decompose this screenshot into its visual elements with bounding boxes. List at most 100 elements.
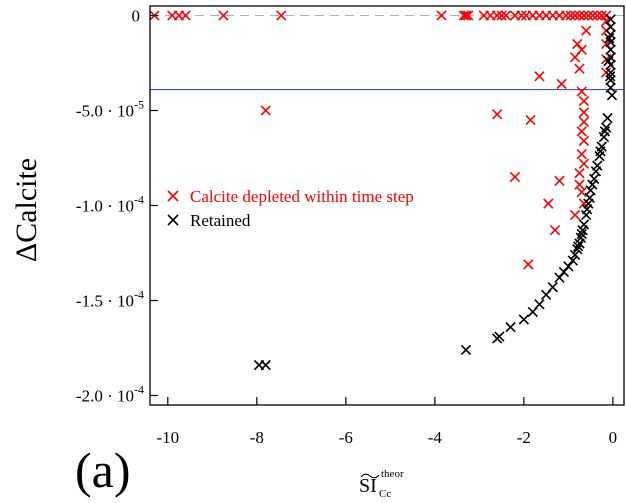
y-tick-label: -1.0 · 10-4: [76, 193, 144, 216]
y-axis-title: ΔCalcite: [10, 158, 43, 262]
y-tick-label: -5.0 · 10-5: [76, 98, 144, 121]
data-point: [565, 10, 576, 21]
data-point: [576, 228, 587, 240]
data-point: [460, 344, 472, 356]
data-point: [605, 14, 616, 25]
data-point: [463, 10, 474, 21]
data-point: [595, 146, 606, 157]
data-point: [509, 171, 521, 183]
series-retained: [253, 14, 618, 371]
data-point: [460, 10, 472, 21]
svg-text:theor: theor: [381, 468, 404, 480]
data-point: [567, 255, 578, 266]
data-point: [603, 55, 614, 67]
data-point: [605, 74, 616, 86]
data-point: [596, 10, 607, 21]
data-point: [581, 25, 592, 36]
data-point: [605, 67, 616, 78]
data-point: [523, 259, 534, 270]
data-point: [590, 166, 602, 177]
x-tick-label: -8: [250, 428, 264, 447]
x-tick-label: -4: [428, 428, 443, 447]
data-point: [574, 63, 585, 74]
panel-label: (a): [75, 442, 131, 498]
data-point: [260, 359, 271, 371]
data-point: [560, 10, 572, 21]
data-point: [606, 90, 618, 101]
data-point: [576, 126, 587, 137]
series-depleted: [149, 10, 612, 270]
data-point: [558, 266, 570, 278]
data-point: [218, 10, 229, 21]
y-tick-label: -1.5 · 10-4: [76, 288, 144, 311]
data-point: [583, 10, 594, 21]
data-point: [605, 44, 616, 55]
data-point: [592, 10, 603, 21]
data-point: [569, 249, 581, 261]
data-point: [576, 86, 587, 97]
data-point: [569, 10, 581, 21]
x-tick-label: 0: [609, 428, 618, 447]
data-point: [527, 306, 538, 318]
data-point: [575, 232, 586, 243]
legend-marker-retained: [167, 214, 179, 226]
tilde-accent: [360, 473, 380, 479]
data-point: [605, 71, 616, 82]
data-point: [577, 225, 588, 236]
data-point: [602, 112, 613, 124]
plot-area: [149, 5, 625, 406]
data-point: [540, 289, 552, 300]
svg-text:SI: SI: [359, 475, 377, 497]
data-point: [260, 105, 271, 116]
data-point: [554, 272, 565, 283]
data-point: [578, 107, 590, 118]
data-point: [491, 333, 503, 344]
svg-text:Cc: Cc: [379, 488, 391, 500]
data-point: [516, 10, 527, 21]
data-point: [458, 10, 469, 21]
data-point: [491, 109, 503, 120]
data-point: [578, 158, 590, 169]
legend: Calcite depleted within time step Retain…: [167, 187, 414, 230]
data-point: [578, 135, 590, 147]
data-point: [604, 33, 615, 44]
x-axis-title: SI Cc theor: [359, 468, 404, 500]
data-point: [578, 95, 590, 107]
data-point: [581, 204, 593, 215]
data-point: [572, 241, 584, 252]
data-point: [576, 187, 587, 198]
data-point: [574, 10, 585, 21]
legend-label-depleted: Calcite depleted within time step: [190, 187, 414, 206]
data-point: [576, 149, 587, 160]
data-point: [574, 168, 585, 179]
x-axis: -10 -8 -6 -4 -2 0: [156, 397, 617, 447]
data-point: [543, 198, 554, 209]
data-point: [525, 114, 536, 126]
data-point: [569, 209, 581, 221]
data-point: [587, 10, 599, 21]
x-tick-label: -10: [156, 428, 179, 447]
data-point: [518, 314, 530, 325]
y-axis: 0 -5.0 · 10-5 -1.0 · 10-4 -1.5 · 10-4 -2.0 ·…: [76, 7, 158, 406]
data-point: [505, 321, 516, 333]
data-point: [534, 71, 545, 82]
data-point: [276, 10, 287, 21]
data-point: [578, 10, 590, 21]
data-point: [572, 244, 583, 255]
data-point: [587, 179, 598, 190]
data-point: [584, 192, 595, 204]
data-point: [574, 179, 585, 190]
y-tick-label: -2.0 · 10-4: [76, 383, 144, 406]
x-tick-label: -6: [339, 428, 353, 447]
data-point: [554, 175, 565, 186]
data-point: [500, 10, 512, 21]
data-point: [599, 126, 611, 137]
data-point: [180, 10, 191, 21]
legend-label-retained: Retained: [190, 211, 251, 230]
data-point: [605, 21, 616, 33]
x-tick-label: -2: [517, 428, 531, 447]
data-point: [496, 10, 507, 21]
data-point: [491, 10, 503, 21]
data-point: [549, 225, 561, 236]
